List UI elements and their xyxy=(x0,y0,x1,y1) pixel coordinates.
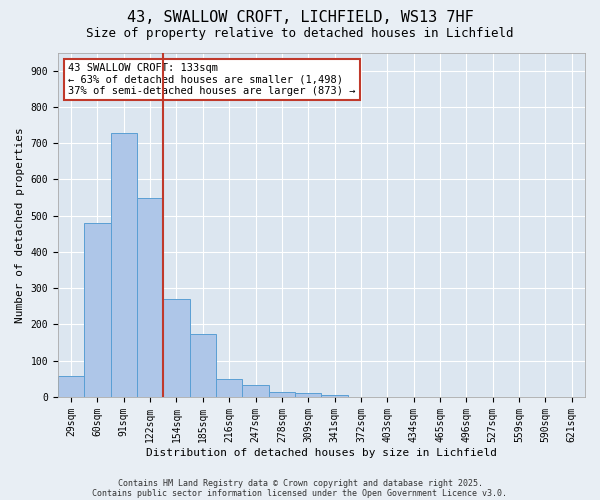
Text: Contains public sector information licensed under the Open Government Licence v3: Contains public sector information licen… xyxy=(92,488,508,498)
Y-axis label: Number of detached properties: Number of detached properties xyxy=(15,127,25,322)
Bar xyxy=(84,222,110,397)
Text: 43, SWALLOW CROFT, LICHFIELD, WS13 7HF: 43, SWALLOW CROFT, LICHFIELD, WS13 7HF xyxy=(127,10,473,25)
Text: Contains HM Land Registry data © Crown copyright and database right 2025.: Contains HM Land Registry data © Crown c… xyxy=(118,478,482,488)
Text: 43 SWALLOW CROFT: 133sqm
← 63% of detached houses are smaller (1,498)
37% of sem: 43 SWALLOW CROFT: 133sqm ← 63% of detach… xyxy=(68,63,356,96)
Bar xyxy=(295,393,322,397)
Bar xyxy=(269,392,295,397)
Bar xyxy=(322,395,348,397)
Bar xyxy=(163,298,190,397)
Bar xyxy=(137,198,163,397)
Text: Size of property relative to detached houses in Lichfield: Size of property relative to detached ho… xyxy=(86,28,514,40)
Bar xyxy=(242,386,269,397)
Bar xyxy=(190,334,216,397)
Bar xyxy=(110,133,137,397)
Bar xyxy=(58,376,84,397)
Bar xyxy=(216,379,242,397)
X-axis label: Distribution of detached houses by size in Lichfield: Distribution of detached houses by size … xyxy=(146,448,497,458)
